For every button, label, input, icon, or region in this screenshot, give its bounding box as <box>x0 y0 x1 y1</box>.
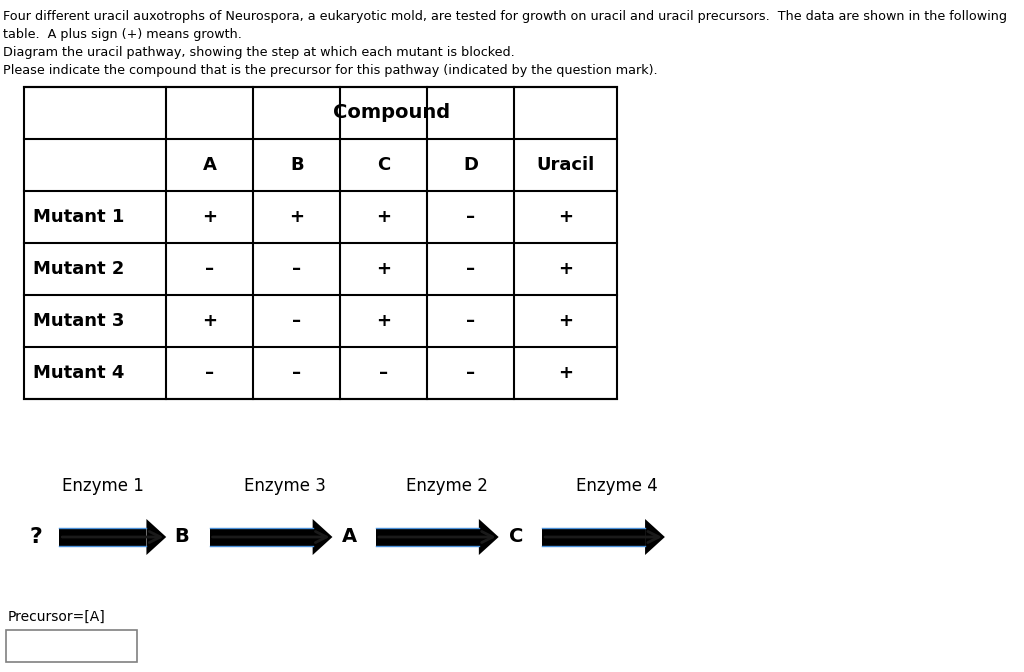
Text: Precursor=[A]: Precursor=[A] <box>8 610 105 624</box>
Text: Uracil: Uracil <box>537 156 595 174</box>
Text: C: C <box>509 528 523 546</box>
Text: –: – <box>379 364 388 382</box>
Text: –: – <box>292 260 301 278</box>
Polygon shape <box>479 519 499 555</box>
Text: +: + <box>558 260 573 278</box>
Text: –: – <box>466 208 475 226</box>
Text: –: – <box>466 260 475 278</box>
Text: –: – <box>292 364 301 382</box>
Text: Mutant 1: Mutant 1 <box>33 208 125 226</box>
Text: –: – <box>466 312 475 330</box>
Text: Enzyme 1: Enzyme 1 <box>62 477 143 495</box>
Text: A: A <box>203 156 217 174</box>
Polygon shape <box>645 519 665 555</box>
Text: +: + <box>203 208 217 226</box>
Polygon shape <box>210 528 312 546</box>
Text: –: – <box>205 260 214 278</box>
Text: +: + <box>558 208 573 226</box>
Polygon shape <box>59 528 146 546</box>
Text: Enzyme 4: Enzyme 4 <box>577 477 658 495</box>
Text: –: – <box>466 364 475 382</box>
Polygon shape <box>146 519 166 555</box>
Text: +: + <box>558 312 573 330</box>
Text: –: – <box>205 364 214 382</box>
Text: +: + <box>558 364 573 382</box>
Text: +: + <box>377 260 391 278</box>
Text: ?: ? <box>29 527 42 547</box>
Text: +: + <box>290 208 304 226</box>
Text: Four different uracil auxotrophs of Neurospora, a eukaryotic mold, are tested fo: Four different uracil auxotrophs of Neur… <box>3 10 1008 77</box>
Text: D: D <box>464 156 478 174</box>
Polygon shape <box>542 528 645 546</box>
Text: Mutant 4: Mutant 4 <box>33 364 125 382</box>
Text: B: B <box>175 528 189 546</box>
Text: Mutant 3: Mutant 3 <box>33 312 125 330</box>
Text: Compound: Compound <box>333 103 451 122</box>
Text: Enzyme 2: Enzyme 2 <box>407 477 488 495</box>
Text: Mutant 2: Mutant 2 <box>33 260 125 278</box>
Text: +: + <box>203 312 217 330</box>
Text: Enzyme 3: Enzyme 3 <box>244 477 326 495</box>
Text: A: A <box>342 528 357 546</box>
Polygon shape <box>312 519 333 555</box>
Text: +: + <box>377 208 391 226</box>
Text: B: B <box>290 156 304 174</box>
Polygon shape <box>376 528 479 546</box>
Text: C: C <box>377 156 390 174</box>
Text: –: – <box>292 312 301 330</box>
Text: +: + <box>377 312 391 330</box>
